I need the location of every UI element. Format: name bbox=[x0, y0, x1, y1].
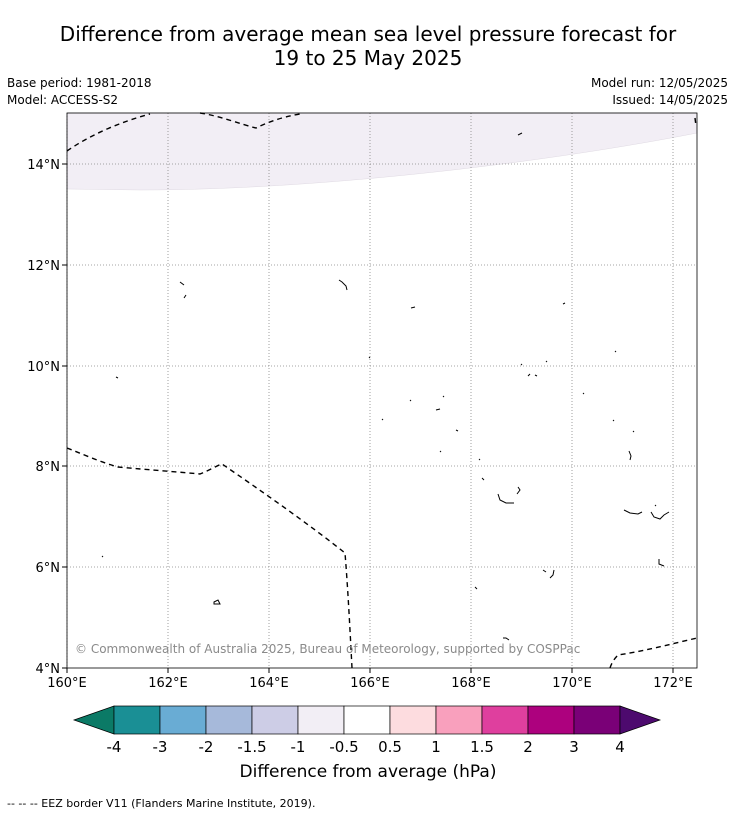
colorbar-segment bbox=[251, 705, 299, 735]
island bbox=[439, 450, 442, 453]
issued-label: Issued: 14/05/2025 bbox=[612, 93, 728, 107]
lat-tick-label: 12°N bbox=[27, 259, 60, 274]
lon-tick-label: 166°E bbox=[350, 676, 390, 691]
map-background bbox=[67, 113, 697, 668]
colorbar-tick-label: -0.5 bbox=[329, 738, 359, 756]
eez-footnote: -- -- -- EEZ border V11 (Flanders Marine… bbox=[7, 797, 316, 810]
colorbar bbox=[72, 705, 662, 735]
island bbox=[623, 509, 643, 515]
island bbox=[542, 569, 555, 579]
island bbox=[582, 392, 585, 395]
island bbox=[435, 408, 441, 411]
map-title-line1: Difference from average mean sea level p… bbox=[59, 22, 677, 46]
lon-tick-label: 172°E bbox=[653, 676, 693, 691]
island bbox=[442, 395, 445, 398]
colorbar-segment bbox=[205, 705, 253, 735]
colorbar-segment bbox=[527, 705, 575, 735]
island bbox=[481, 477, 485, 481]
map-title-line2: 19 to 25 May 2025 bbox=[273, 46, 463, 70]
gridlines bbox=[66, 113, 697, 668]
island bbox=[455, 429, 459, 432]
island bbox=[478, 458, 481, 461]
island bbox=[183, 294, 187, 299]
island bbox=[179, 281, 185, 286]
island bbox=[409, 399, 412, 402]
island bbox=[527, 373, 538, 377]
colorbar-tick-label: -2 bbox=[198, 738, 214, 756]
island bbox=[115, 376, 119, 379]
colorbar-segment bbox=[435, 705, 483, 735]
colorbar-tick-label: -3 bbox=[152, 738, 168, 756]
lon-tick-label: 160°E bbox=[47, 676, 87, 691]
lat-tick-label: 14°N bbox=[27, 158, 60, 173]
colorbar-tick-label: -4 bbox=[106, 738, 122, 756]
island bbox=[628, 450, 632, 461]
model-label: Model: ACCESS-S2 bbox=[7, 93, 119, 107]
island bbox=[658, 559, 665, 567]
eez-border-north bbox=[66, 112, 301, 152]
island bbox=[632, 430, 635, 433]
island bbox=[381, 418, 384, 421]
eez-border-northeast bbox=[694, 117, 697, 127]
colorbar-segment bbox=[159, 705, 207, 735]
island bbox=[612, 419, 615, 422]
island bbox=[516, 486, 521, 495]
colorbar-tick-label: 4 bbox=[615, 738, 625, 756]
lon-tick-label: 164°E bbox=[249, 676, 289, 691]
lon-tick-label: 168°E bbox=[451, 676, 491, 691]
colorbar-tick-label: 1 bbox=[431, 738, 441, 756]
colorbar-segment bbox=[343, 705, 391, 735]
lat-tick-label: 4°N bbox=[36, 662, 61, 677]
shaded-anomaly-region bbox=[66, 112, 698, 191]
island bbox=[213, 599, 221, 605]
island bbox=[545, 360, 548, 363]
colorbar-tick-label: -1.5 bbox=[237, 738, 267, 756]
colorbar-segment bbox=[297, 705, 345, 735]
eez-border-west bbox=[66, 447, 353, 669]
islands bbox=[101, 132, 670, 641]
lon-tick-label: 170°E bbox=[552, 676, 592, 691]
colorbar-tick-label: 1.5 bbox=[470, 738, 494, 756]
colorbar-segment bbox=[573, 705, 621, 735]
eez-border-southeast bbox=[609, 637, 698, 669]
colorbar-tick-label: 0.5 bbox=[378, 738, 402, 756]
model-run-label: Model run: 12/05/2025 bbox=[590, 76, 728, 90]
island bbox=[654, 504, 657, 507]
lon-tick-label: 162°E bbox=[148, 676, 188, 691]
island bbox=[650, 511, 670, 520]
island bbox=[517, 132, 523, 136]
copyright-credit: © Commonwealth of Australia 2025, Bureau… bbox=[75, 642, 581, 656]
colorbar-segment bbox=[481, 705, 529, 735]
colorbar-tick-label: -1 bbox=[290, 738, 306, 756]
island bbox=[474, 586, 478, 590]
map-frame bbox=[66, 112, 698, 669]
island bbox=[497, 493, 514, 504]
lat-tick-label: 6°N bbox=[36, 561, 61, 576]
colorbar-over-arrow bbox=[619, 705, 662, 735]
colorbar-segment bbox=[389, 705, 437, 735]
island bbox=[101, 555, 104, 558]
colorbar-segment bbox=[113, 705, 161, 735]
colorbar-tick-label: 2 bbox=[523, 738, 533, 756]
colorbar-title: Difference from average (hPa) bbox=[239, 762, 497, 782]
base-period-label: Base period: 1981-2018 bbox=[7, 76, 152, 90]
island bbox=[520, 363, 523, 366]
eez-borders bbox=[66, 112, 698, 669]
island bbox=[338, 279, 348, 291]
colorbar-under-arrow bbox=[72, 705, 115, 735]
island bbox=[368, 356, 371, 359]
island bbox=[614, 350, 617, 353]
lat-tick-label: 8°N bbox=[36, 460, 61, 475]
axis-ticks bbox=[62, 163, 674, 673]
island bbox=[410, 306, 416, 309]
island bbox=[503, 637, 510, 641]
lat-tick-label: 10°N bbox=[27, 360, 60, 375]
colorbar-tick-label: 3 bbox=[569, 738, 579, 756]
island bbox=[562, 302, 566, 305]
